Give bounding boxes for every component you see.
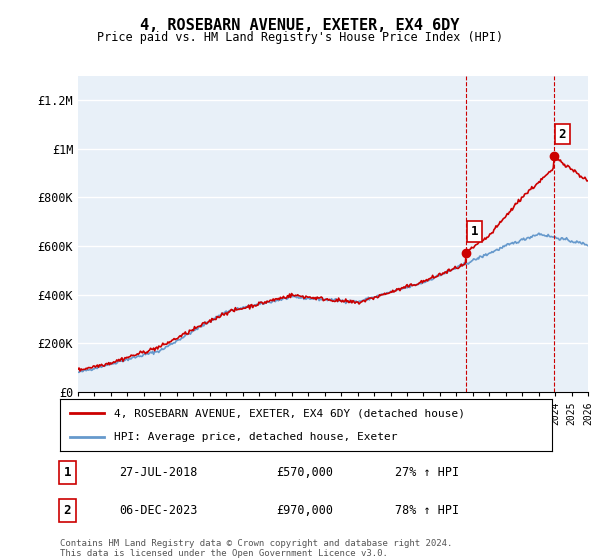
Text: 4, ROSEBARN AVENUE, EXETER, EX4 6DY (detached house): 4, ROSEBARN AVENUE, EXETER, EX4 6DY (det…: [114, 408, 465, 418]
Text: 2: 2: [559, 128, 566, 141]
Text: HPI: Average price, detached house, Exeter: HPI: Average price, detached house, Exet…: [114, 432, 398, 442]
Text: Price paid vs. HM Land Registry's House Price Index (HPI): Price paid vs. HM Land Registry's House …: [97, 31, 503, 44]
Text: 27% ↑ HPI: 27% ↑ HPI: [395, 466, 458, 479]
Text: 27-JUL-2018: 27-JUL-2018: [119, 466, 197, 479]
Text: 2: 2: [64, 503, 71, 517]
Text: £570,000: £570,000: [277, 466, 334, 479]
Text: 4, ROSEBARN AVENUE, EXETER, EX4 6DY: 4, ROSEBARN AVENUE, EXETER, EX4 6DY: [140, 18, 460, 33]
Text: 78% ↑ HPI: 78% ↑ HPI: [395, 503, 458, 517]
Text: £970,000: £970,000: [277, 503, 334, 517]
Text: 1: 1: [470, 225, 478, 238]
Text: Contains HM Land Registry data © Crown copyright and database right 2024.
This d: Contains HM Land Registry data © Crown c…: [60, 539, 452, 558]
Text: 1: 1: [64, 466, 71, 479]
Text: 06-DEC-2023: 06-DEC-2023: [119, 503, 197, 517]
